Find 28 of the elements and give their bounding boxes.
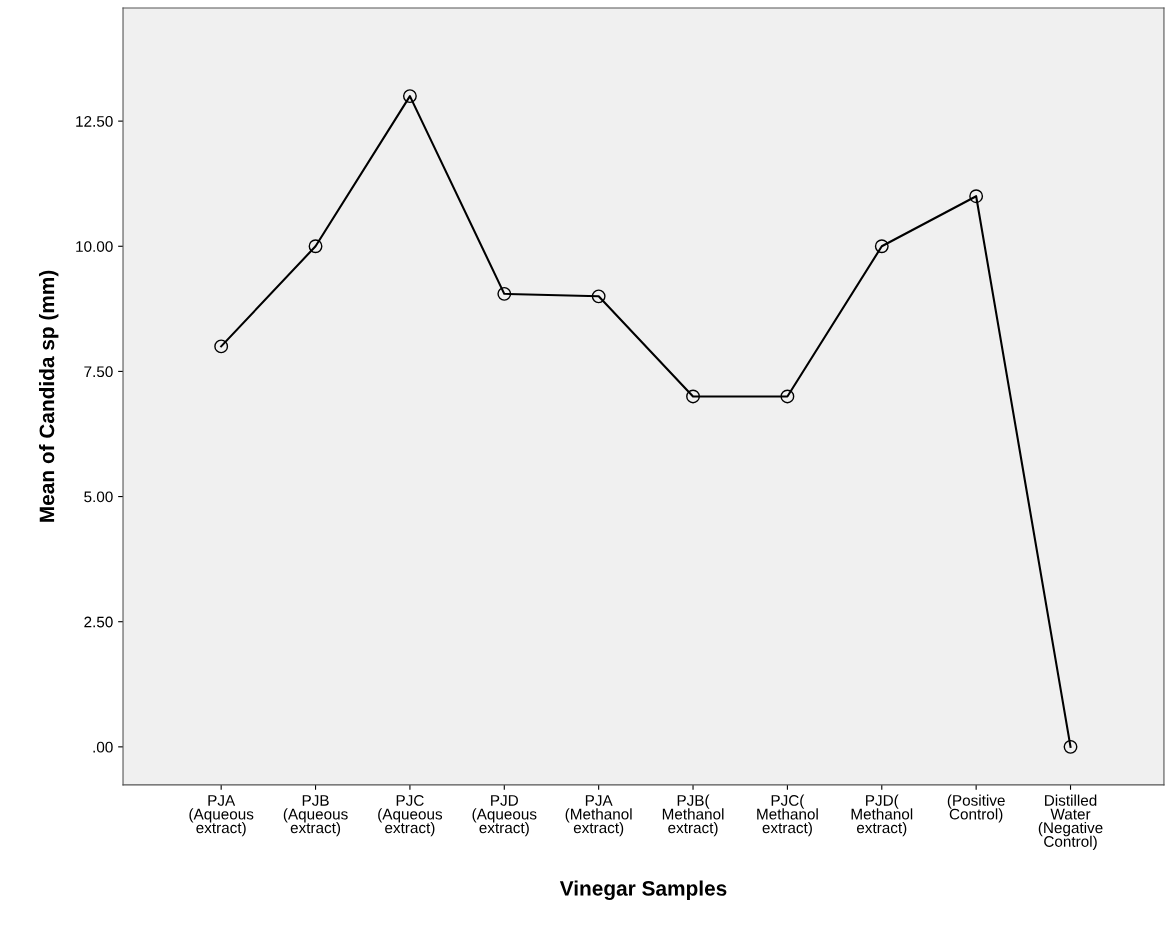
x-tick-label: PJD (Aqueous extract) [472,795,537,837]
x-tick-label: Distilled Water (Negative Control) [1038,794,1103,850]
x-tick-label: PJA (Methanol extract) [565,795,632,837]
y-axis-title: Mean of Candida sp (mm) [38,270,59,522]
point [874,239,889,254]
x-tick-label: (Positive Control) [947,794,1005,823]
point [308,239,323,254]
x-axis-title: Vinegar Samples [559,880,727,900]
point [969,189,984,204]
y-tick-label: 2.50 [84,616,113,628]
x-tick-label: PJB (Aqueous extract) [283,795,348,837]
point [591,289,606,304]
y-tick-label: .00 [93,741,113,753]
point [497,286,512,301]
y-tick-label: 12.50 [76,115,113,127]
x-tick-label: PJC (Aqueous extract) [378,795,443,837]
point [402,89,417,104]
x-tick-label: PJA (Aqueous extract) [189,795,254,837]
point [686,389,700,404]
point [1063,739,1078,754]
y-tick-label: 10.00 [76,241,113,252]
x-tick-label: PJD( Methanol extract) [851,794,913,837]
point [214,339,229,354]
y-tick-label: 7.50 [84,366,113,378]
x-tick-label: PJC( Methanol extract) [757,794,818,837]
x-tick-label: PJB( Methanol extract) [662,794,724,837]
point [780,389,795,404]
y-tick-label: 5.00 [84,491,113,503]
